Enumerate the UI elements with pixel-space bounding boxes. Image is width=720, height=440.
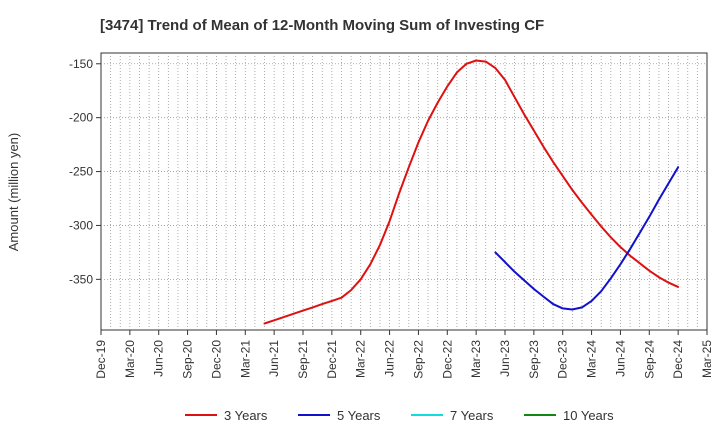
y-axis-ticks: -150 -200 -250 -300 -350	[69, 57, 101, 286]
series-line-3-years	[263, 59, 680, 325]
x-tick-label: Dec-23	[556, 340, 570, 379]
x-tick-label: Mar-25	[700, 340, 714, 378]
legend-label-7-years: 7 Years	[450, 408, 494, 423]
x-tick-label: Dec-20	[209, 340, 223, 379]
x-tick-label: Sep-21	[296, 340, 310, 379]
y-tick-label: -150	[69, 57, 93, 71]
x-tick-label: Jun-23	[498, 340, 512, 377]
x-tick-label: Jun-24	[613, 340, 627, 377]
legend: 3 Years 5 Years 7 Years 10 Years	[185, 408, 614, 423]
x-tick-label: Mar-23	[469, 340, 483, 378]
series-lines	[263, 59, 680, 325]
x-tick-label: Sep-24	[642, 340, 656, 379]
plot-area	[100, 52, 708, 331]
x-tick-label: Jun-22	[383, 340, 397, 377]
y-axis-label: Amount (million yen)	[6, 133, 21, 252]
x-tick-label: Sep-20	[181, 340, 195, 379]
y-tick-label: -350	[69, 272, 93, 286]
x-tick-label: Sep-22	[411, 340, 425, 379]
x-tick-label: Dec-24	[671, 340, 685, 379]
y-tick-label: -250	[69, 165, 93, 179]
x-tick-label: Mar-20	[123, 340, 137, 378]
x-tick-label: Jun-21	[267, 340, 281, 377]
x-axis-ticks: Dec-19 Mar-20 Jun-20 Sep-20 Dec-20 Mar-21 Jun-…	[94, 330, 714, 379]
x-tick-label: Mar-21	[238, 340, 252, 378]
y-tick-label: -200	[69, 111, 93, 125]
chart-title: [3474] Trend of Mean of 12-Month Moving …	[100, 17, 544, 34]
legend-label-3-years: 3 Years	[224, 408, 268, 423]
y-tick-label: -300	[69, 218, 93, 232]
x-tick-label: Dec-19	[94, 340, 108, 379]
x-tick-label: Mar-22	[354, 340, 368, 378]
x-tick-label: Mar-24	[585, 340, 599, 378]
x-tick-label: Dec-22	[440, 340, 454, 379]
x-tick-label: Jun-20	[152, 340, 166, 377]
x-tick-label: Dec-21	[325, 340, 339, 379]
legend-label-5-years: 5 Years	[337, 408, 381, 423]
legend-label-10-years: 10 Years	[563, 408, 614, 423]
x-tick-label: Sep-23	[527, 340, 541, 379]
series-line-5-years	[494, 166, 680, 311]
